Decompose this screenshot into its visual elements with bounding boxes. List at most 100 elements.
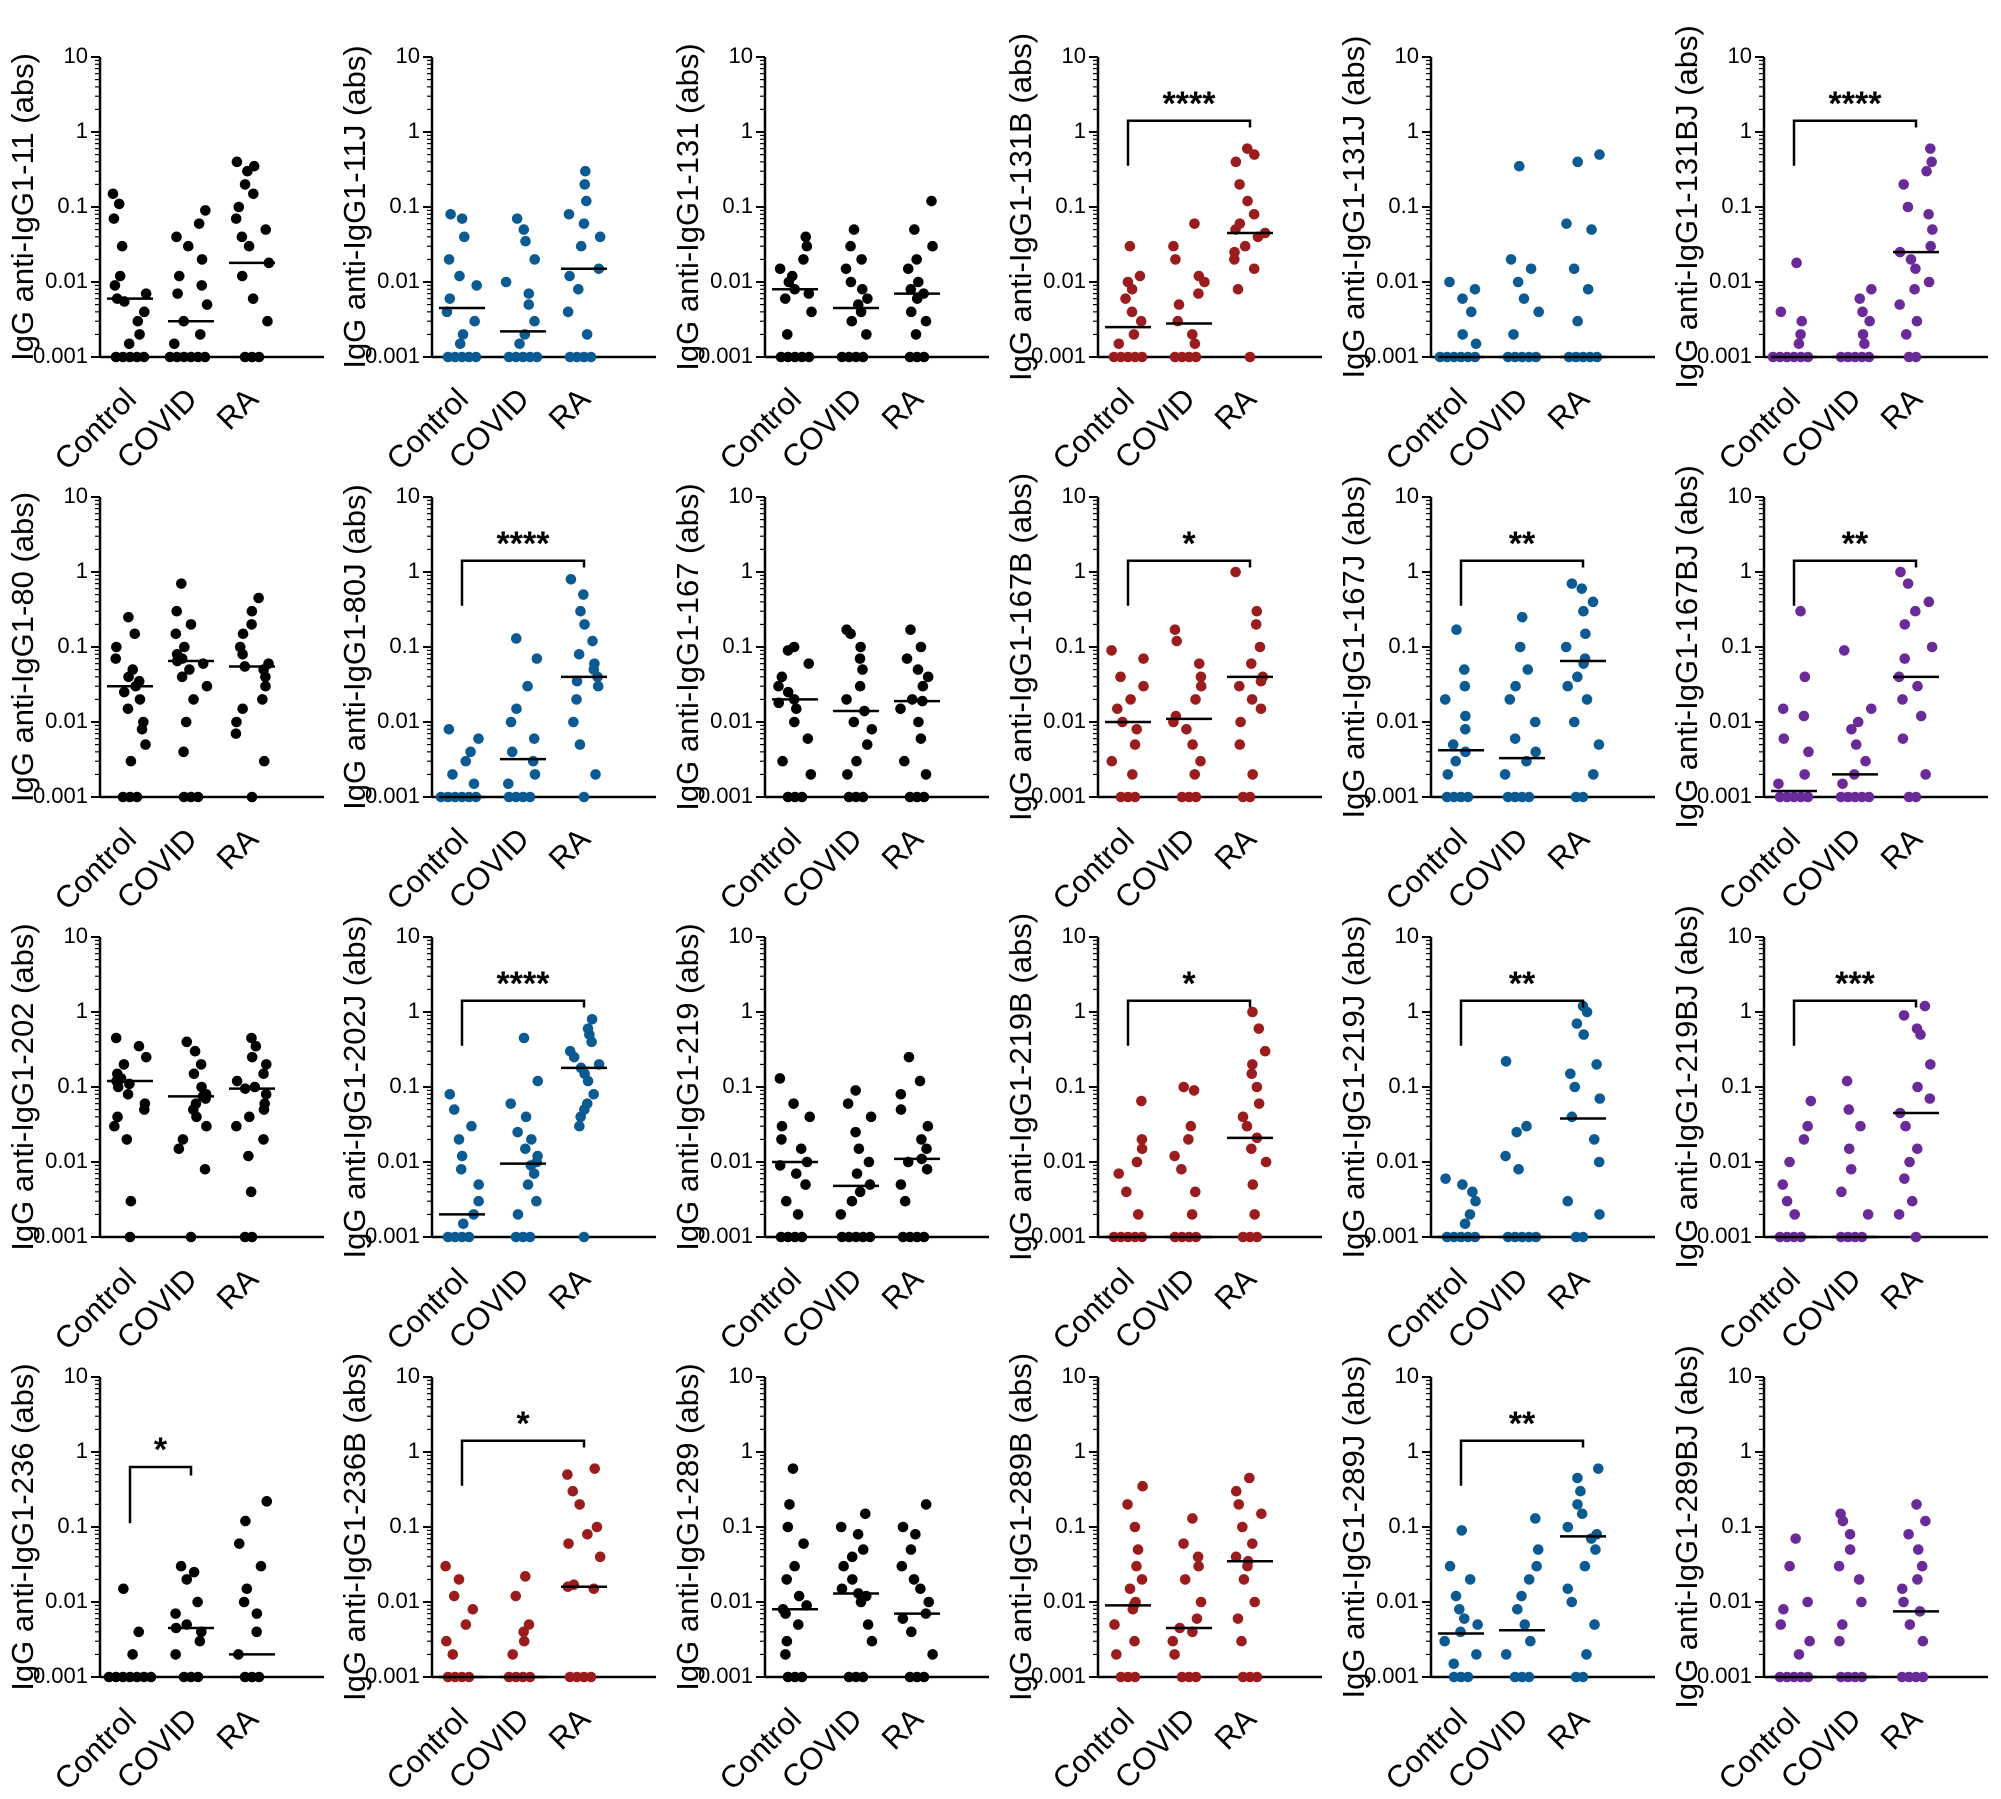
- data-point: [1898, 1010, 1910, 1021]
- x-category-label: RA: [1208, 1261, 1263, 1316]
- data-point: [1927, 224, 1938, 235]
- data-point: [237, 648, 248, 660]
- data-point: [231, 1120, 242, 1132]
- data-point: [843, 791, 855, 803]
- data-point: [442, 351, 454, 363]
- data-point: [1195, 671, 1207, 683]
- data-point: [1562, 1583, 1574, 1595]
- data-point: [897, 1613, 909, 1624]
- data-point: [250, 1040, 262, 1052]
- data-point: [1167, 1635, 1179, 1647]
- data-point: [1911, 1499, 1922, 1510]
- data-point: [855, 1596, 867, 1608]
- panel-14: IgG anti-IgG1-202J (abs) 1010.10.010.001C…: [337, 916, 656, 1357]
- data-point: [574, 1120, 585, 1132]
- data-point: [1900, 1120, 1911, 1132]
- data-point: [1798, 710, 1810, 722]
- data-point: [1912, 680, 1923, 692]
- data-point: [253, 592, 264, 604]
- data-point: [1459, 664, 1470, 675]
- data-point: [500, 276, 512, 288]
- data-point: [261, 1496, 273, 1507]
- data-point: [192, 791, 204, 803]
- data-point: [915, 641, 927, 653]
- data-point: [191, 1111, 202, 1123]
- data-point: [796, 1231, 808, 1243]
- data-point: [1451, 624, 1462, 636]
- panel-9: IgG anti-IgG1-167 (abs) 1010.10.010.001Co…: [670, 483, 989, 917]
- data-point: [1895, 566, 1906, 578]
- data-point: [864, 1231, 876, 1243]
- data-point: [915, 1583, 926, 1595]
- data-point: [1115, 671, 1126, 683]
- data-point: [237, 703, 248, 715]
- x-category-label: RA: [542, 1261, 597, 1316]
- data-point: [1513, 1163, 1524, 1175]
- panel-23: IgG anti-IgG1-289J (abs) 1010.10.010.001C…: [1336, 1356, 1655, 1797]
- data-point: [239, 179, 251, 190]
- y-tick-label: 0.1: [1721, 193, 1752, 218]
- significance-bracket: [460, 999, 586, 1046]
- data-point: [1566, 578, 1578, 589]
- data-point: [1190, 351, 1202, 363]
- data-point: [1448, 1671, 1460, 1683]
- y-tick-label: 1: [741, 118, 753, 143]
- data-point: [1570, 791, 1582, 803]
- y-tick-label: 0.01: [1376, 268, 1419, 293]
- data-point: [1899, 1173, 1910, 1184]
- data-point: [447, 769, 458, 780]
- x-category-label: RA: [210, 1261, 265, 1316]
- data-point: [1833, 1560, 1845, 1572]
- significance-label: ****: [497, 965, 551, 1003]
- data-point: [196, 280, 208, 291]
- data-point: [857, 791, 869, 803]
- data-point: [921, 1143, 932, 1155]
- y-tick-label: 0.1: [389, 1513, 420, 1538]
- y-tick-label: 0.001: [1031, 783, 1086, 808]
- data-point: [528, 733, 540, 744]
- data-point: [184, 664, 195, 675]
- data-point: [1911, 315, 1923, 327]
- data-point: [260, 1088, 272, 1100]
- data-point: [1920, 769, 1931, 780]
- data-point: [1856, 1596, 1867, 1608]
- data-point: [511, 703, 522, 715]
- data-point: [1863, 791, 1875, 803]
- data-point: [1189, 769, 1201, 780]
- data-point: [522, 1179, 534, 1190]
- data-point: [201, 680, 213, 692]
- data-point: [1793, 1649, 1805, 1660]
- data-point: [1518, 293, 1530, 304]
- data-point: [575, 240, 587, 252]
- data-point: [1237, 1671, 1249, 1683]
- data-point: [1455, 1626, 1466, 1638]
- data-point: [173, 1143, 185, 1155]
- data-point: [113, 198, 125, 210]
- data-point: [123, 671, 134, 683]
- data-point: [1804, 1635, 1815, 1647]
- data-point: [842, 1098, 854, 1109]
- x-category-label: RA: [1874, 821, 1929, 876]
- data-point: [1904, 1619, 1916, 1630]
- data-point: [512, 1209, 524, 1220]
- data-point: [1561, 218, 1572, 229]
- data-point: [1247, 1006, 1258, 1018]
- data-point: [1121, 1186, 1132, 1198]
- data-point: [246, 791, 258, 803]
- data-point: [914, 1075, 926, 1087]
- data-point: [512, 1126, 523, 1138]
- data-point: [1850, 739, 1862, 750]
- data-point: [1115, 791, 1127, 803]
- y-tick-label: 0.001: [1697, 343, 1752, 368]
- data-point: [1896, 1583, 1908, 1595]
- data-point: [258, 755, 270, 767]
- data-point: [1580, 628, 1591, 640]
- data-point: [243, 240, 255, 252]
- data-point: [112, 1111, 123, 1123]
- data-point: [1903, 1528, 1914, 1540]
- x-category-label: RA: [542, 1701, 597, 1756]
- data-point: [1837, 1619, 1848, 1630]
- data-point: [579, 619, 590, 630]
- data-point: [897, 1231, 909, 1243]
- data-point: [780, 1649, 791, 1660]
